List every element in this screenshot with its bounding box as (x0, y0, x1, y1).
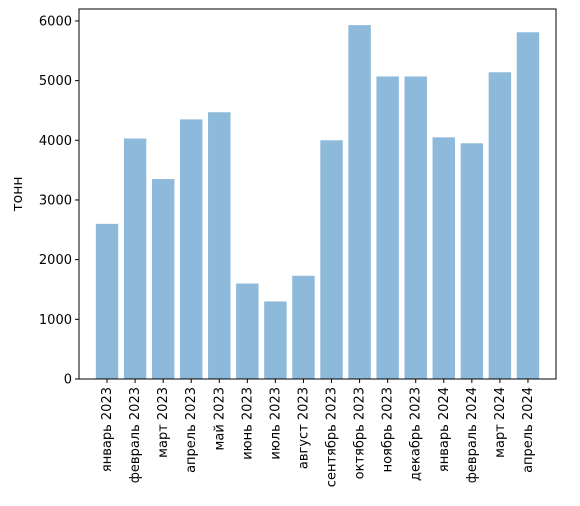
x-tick-label: июль 2023 (268, 387, 283, 460)
plot-frame (78, 8, 557, 380)
x-tick-label: октябрь 2023 (353, 387, 368, 479)
y-tick-label: 5000 (39, 74, 72, 89)
bars-group (95, 25, 540, 380)
y-tick-label: 3000 (39, 193, 72, 208)
x-tick-label: декабрь 2023 (409, 387, 424, 481)
x-tick-label: август 2023 (296, 387, 311, 469)
bar (432, 137, 456, 379)
bar (208, 112, 231, 379)
x-tick-label: январь 2024 (437, 387, 452, 472)
x-tick-label: март 2024 (493, 387, 508, 458)
x-tick-label: январь 2023 (100, 387, 115, 472)
x-tick-label: март 2023 (156, 387, 171, 458)
bar (320, 140, 343, 379)
x-tick-label: апрель 2023 (184, 387, 199, 473)
y-tick-label: 0 (64, 373, 72, 388)
x-tick-label: ноябрь 2023 (381, 387, 396, 472)
x-tick-label: апрель 2024 (521, 387, 536, 473)
bar (292, 275, 315, 379)
bar (376, 76, 399, 379)
bar (516, 32, 540, 379)
y-tick-label: 4000 (39, 134, 72, 149)
y-axis: 0 1000 2000 3000 4000 5000 6000 (39, 14, 79, 388)
x-axis: январь 2023 февраль 2023 март 2023 апрель 2… (100, 379, 536, 487)
bar (348, 25, 371, 379)
bar (460, 143, 484, 379)
bar (264, 301, 287, 379)
bar (404, 76, 427, 379)
bar (236, 283, 259, 379)
bar (95, 223, 119, 379)
y-axis-label: тонн (10, 176, 26, 211)
x-tick-label: сентябрь 2023 (325, 387, 340, 487)
bar (151, 179, 175, 379)
y-tick-label: 1000 (39, 313, 72, 328)
bar (123, 138, 147, 379)
x-tick-label: июнь 2023 (240, 387, 255, 460)
y-tick-label: 2000 (39, 253, 72, 268)
x-tick-label: февраль 2023 (128, 387, 143, 483)
bar (179, 119, 203, 379)
x-tick-label: февраль 2024 (465, 387, 480, 483)
x-tick-label: май 2023 (212, 387, 227, 450)
bar (488, 72, 512, 380)
y-tick-label: 6000 (39, 14, 72, 29)
